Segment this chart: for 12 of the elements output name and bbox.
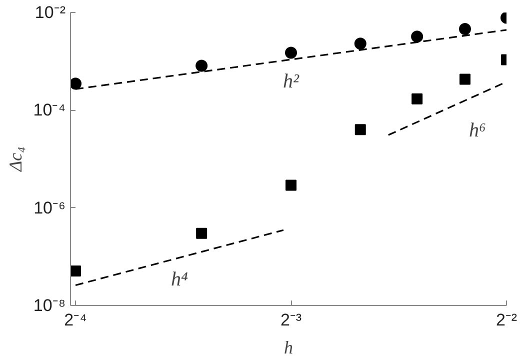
annotation: h² xyxy=(283,70,300,93)
x-tick-label: 2⁻³ xyxy=(280,310,302,330)
annotation: h⁴ xyxy=(171,268,188,291)
x-tick-label: 2⁻⁴ xyxy=(64,310,87,330)
y-tick-label: 10⁻⁶ xyxy=(34,198,66,218)
annotation: h⁶ xyxy=(468,119,486,142)
y-tick-label: 10⁻⁴ xyxy=(33,100,66,120)
x-tick-label: 2⁻² xyxy=(496,310,518,330)
x-axis-title: h xyxy=(284,338,293,358)
y-tick-label: 10⁻⁸ xyxy=(33,296,66,315)
y-axis-title: Δc₄ xyxy=(5,146,26,172)
y-tick-label: 10⁻² xyxy=(34,3,66,22)
